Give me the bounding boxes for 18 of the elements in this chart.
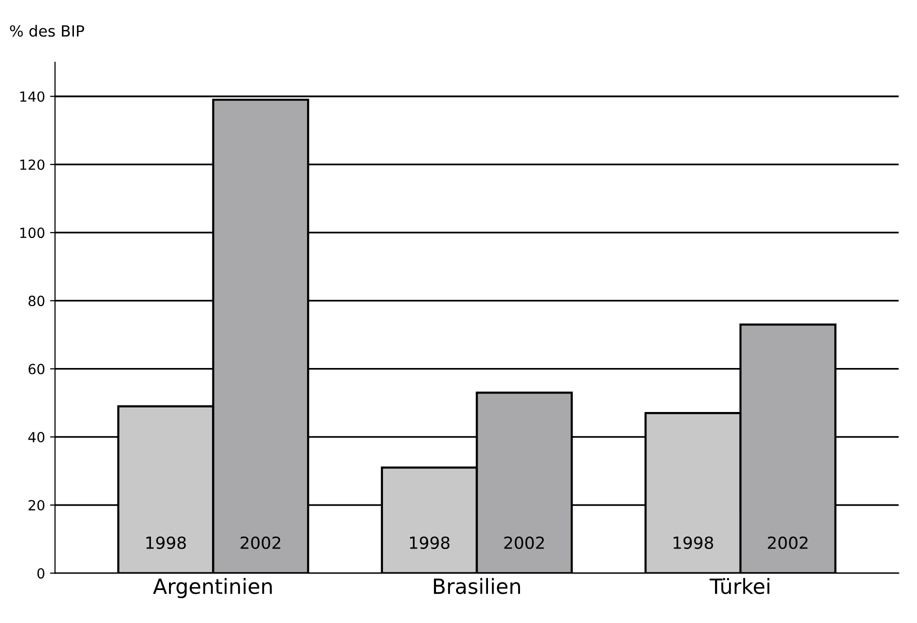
text: 2002: [768, 536, 808, 550]
y-tick-label: 140: [20, 91, 44, 102]
y-tick-label: 120: [20, 159, 44, 170]
text: 1998: [674, 536, 714, 550]
y-tick-label: 40: [28, 432, 44, 442]
x-tick-label: Brasilien: [434, 578, 520, 594]
y-tick-label: 0: [37, 568, 44, 579]
y-tick-label: 80: [28, 296, 44, 306]
series-label: 1998: [146, 536, 186, 550]
text: 2002: [504, 536, 544, 550]
y-tick-label: 60: [28, 364, 44, 374]
y-tick-label: 100: [20, 228, 44, 238]
text: 1998: [410, 536, 450, 550]
x-tick-label: Türkei: [710, 578, 770, 594]
y-axis-title: % des BIP: [10, 24, 84, 37]
series-label: 2002: [240, 536, 280, 550]
x-tick-label: Argentinien: [153, 578, 272, 598]
y-tick-label: 20: [28, 500, 44, 511]
